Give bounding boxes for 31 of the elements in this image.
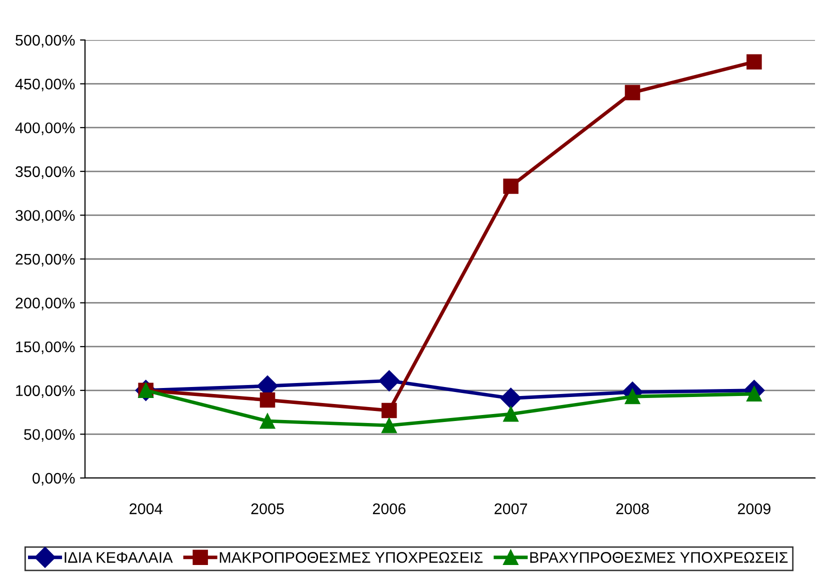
y-tick-label: 300,00%	[16, 210, 75, 223]
point	[624, 388, 640, 404]
x-tick-label: 2008	[616, 503, 649, 514]
point	[378, 370, 400, 392]
y-tick-label: 250,00%	[16, 254, 75, 266]
point	[503, 178, 518, 194]
y-tick-label: 450,00%	[15, 78, 75, 92]
legend-label: ΙΔΙΑ ΚΕΦΑΛΑΙΑ	[64, 552, 173, 563]
y-tick-label: 400,00%	[15, 122, 75, 136]
point	[260, 392, 276, 408]
point	[503, 406, 518, 422]
y-tick-label: 200,00%	[16, 298, 75, 310]
x-tick-label: 2004	[130, 503, 162, 514]
point	[260, 413, 276, 429]
y-tick-label: 150,00%	[16, 341, 75, 354]
x-tick-label: 2007	[494, 503, 528, 514]
x-tick-label: 2005	[251, 503, 284, 514]
point	[382, 402, 397, 418]
legend-label: ΒΡΑΧΥΠΡΟΘΕΣΜΕΣ ΥΠΟΧΡΕΩΣΕΙΣ	[530, 552, 788, 563]
y-tick-label: 50,00%	[24, 429, 75, 442]
y-tick-label: 100,00%	[16, 385, 75, 398]
x-tick-label: 2006	[372, 503, 406, 514]
point	[746, 54, 762, 70]
point	[624, 84, 640, 100]
point	[500, 388, 522, 409]
point	[382, 418, 397, 434]
y-tick-label: 0,00%	[32, 472, 75, 486]
legend-label: ΜΑΚΡΟΠΡΟΘΕΣΜΕΣ ΥΠΟΧΡΕΩΣΕΙΣ	[220, 552, 483, 563]
x-tick-label: 2009	[738, 503, 770, 514]
y-tick-label: 350,00%	[16, 166, 75, 179]
y-tick-label: 500,00%	[16, 34, 75, 48]
